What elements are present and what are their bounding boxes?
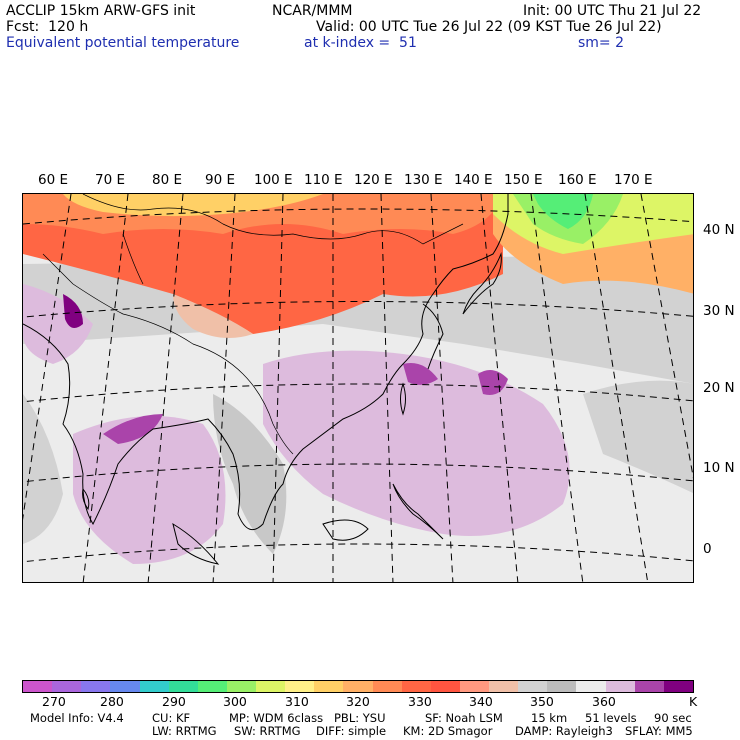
lat-label: 10 N [703, 460, 735, 476]
colorbar-swatch [139, 681, 169, 692]
colorbar-swatch [168, 681, 198, 692]
purple-core-pacific [478, 370, 508, 395]
field-name: Equivalent potential temperature [6, 35, 240, 51]
forecast-hour: Fcst: 120 h [6, 19, 89, 35]
footer-item: SF: Noah LSM [425, 711, 503, 725]
colorbar-label: 270 [42, 694, 66, 709]
colorbar-swatch [226, 681, 256, 692]
footer-item: KM: 2D Smagor [403, 724, 493, 738]
lon-label: 110 E [304, 172, 343, 188]
colorbar-label: 320 [346, 694, 370, 709]
colorbar-label: 330 [408, 694, 432, 709]
lon-label: 60 E [38, 172, 68, 188]
colorbar-swatch [576, 681, 606, 692]
grey-band-east [583, 380, 693, 494]
colorbar-swatch [634, 681, 664, 692]
colorbar-swatch [489, 681, 519, 692]
footer-item: LW: RRTMG [152, 724, 217, 738]
purple-region-pakistan [23, 284, 93, 364]
lat-label: 30 N [703, 303, 735, 319]
colorbar-swatch [605, 681, 635, 692]
colorbar-swatch [459, 681, 489, 692]
theta-e-field [23, 194, 693, 582]
colorbar-swatch [518, 681, 548, 692]
lon-label: 140 E [454, 172, 493, 188]
colorbar-label: 310 [285, 694, 309, 709]
purple-core-taiwan [403, 363, 438, 385]
colorbar-swatch [343, 681, 373, 692]
footer-item: DAMP: Rayleigh3 [515, 724, 613, 738]
level-label: at k-index = 51 [304, 35, 417, 51]
yellow-band [63, 194, 323, 217]
footer-item: MP: WDM 6class [229, 711, 324, 725]
colorbar-label: 280 [100, 694, 124, 709]
lat-label: 40 N [703, 222, 735, 238]
lon-label: 160 E [558, 172, 597, 188]
footer-item: DIFF: simple [316, 724, 387, 738]
colorbar-swatch [256, 681, 286, 692]
lon-label: 130 E [404, 172, 443, 188]
lon-label: 100 E [254, 172, 293, 188]
purple-core-india [103, 414, 163, 444]
purple-region-bay [73, 416, 226, 564]
footer-item: SFLAY: MM5 [625, 724, 693, 738]
footer-item: 90 sec [654, 711, 692, 725]
smoothing-label: sm= 2 [578, 35, 625, 51]
lon-label: 80 E [152, 172, 182, 188]
colorbar-swatch [52, 681, 82, 692]
ne-green [533, 194, 593, 229]
colorbar-label: 360 [592, 694, 616, 709]
footer-item: SW: RRTMG [234, 724, 301, 738]
colorbar-swatch [110, 681, 140, 692]
colorbar-label: 340 [469, 694, 493, 709]
lat-label: 20 N [703, 380, 735, 396]
colorbar-swatch [81, 681, 111, 692]
grey-band-west [23, 394, 63, 544]
colorbar-swatch [372, 681, 402, 692]
lon-label: 90 E [205, 172, 235, 188]
footer-item: 51 levels [585, 711, 637, 725]
colorbar-swatch [547, 681, 577, 692]
colorbar-swatch [663, 681, 693, 692]
lat-label: 0 [703, 541, 712, 557]
init-time: Init: 00 UTC Thu 21 Jul 22 [523, 3, 702, 19]
colorbar [22, 680, 694, 693]
country-borders [42, 194, 464, 455]
institution-label: NCAR/MMM [272, 3, 353, 19]
footer-item: PBL: YSU [334, 711, 386, 725]
colorbar-swatch [430, 681, 460, 692]
map-panel [22, 193, 694, 583]
graticule [23, 194, 693, 582]
footer-item: 15 km [531, 711, 568, 725]
footer-item: Model Info: V4.4 [30, 711, 124, 725]
lon-label: 120 E [354, 172, 393, 188]
grey-indochina [213, 394, 287, 554]
footer-item: CU: KF [152, 711, 191, 725]
colorbar-label: 290 [162, 694, 186, 709]
lon-label: 150 E [504, 172, 543, 188]
colorbar-label: 300 [223, 694, 247, 709]
run-title: ACCLIP 15km ARW-GFS init [6, 3, 196, 19]
colorbar-label: 350 [530, 694, 554, 709]
purple-core-pakistan [63, 294, 83, 328]
lon-label: 170 E [614, 172, 653, 188]
colorbar-swatch [197, 681, 227, 692]
colorbar-unit: K [689, 694, 698, 709]
colorbar-swatch [314, 681, 344, 692]
tan-band [173, 294, 253, 338]
colorbar-swatch [285, 681, 315, 692]
valid-time: Valid: 00 UTC Tue 26 Jul 22 (09 KST Tue … [316, 19, 662, 35]
purple-region-pacific [263, 350, 570, 536]
colorbar-swatch [401, 681, 431, 692]
lon-label: 70 E [95, 172, 125, 188]
colorbar-swatch [23, 681, 53, 692]
